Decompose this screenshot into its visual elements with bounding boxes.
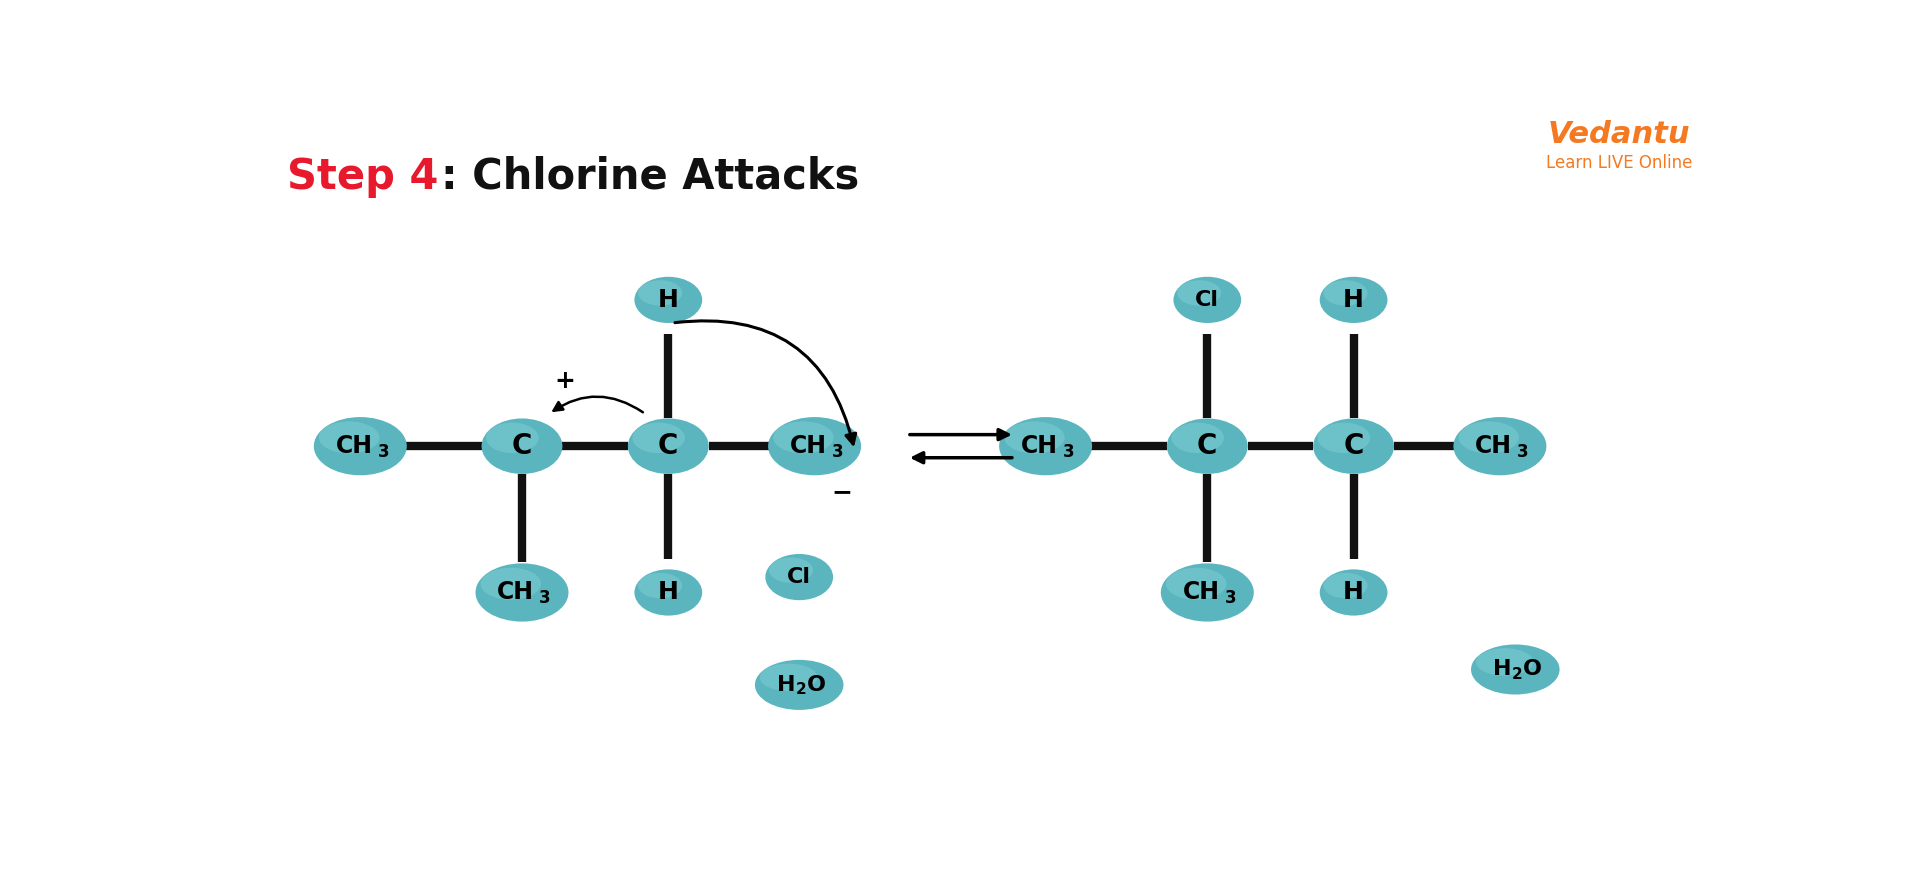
Ellipse shape: [634, 277, 703, 323]
Ellipse shape: [319, 422, 380, 453]
Text: +: +: [553, 369, 574, 392]
Ellipse shape: [1313, 418, 1394, 474]
Ellipse shape: [1167, 418, 1248, 474]
Text: C: C: [513, 432, 532, 460]
Text: : Chlorine Attacks: : Chlorine Attacks: [442, 156, 860, 198]
Text: H: H: [659, 288, 680, 312]
Text: Step 4: Step 4: [288, 156, 438, 198]
Text: CH: CH: [336, 434, 372, 458]
Ellipse shape: [313, 417, 407, 475]
Ellipse shape: [1471, 645, 1559, 694]
Text: O: O: [1523, 660, 1542, 679]
Text: 3: 3: [1225, 589, 1236, 607]
Text: H: H: [1494, 660, 1511, 679]
Text: 2: 2: [797, 682, 806, 697]
Text: Vedantu: Vedantu: [1548, 120, 1692, 149]
Ellipse shape: [768, 417, 860, 475]
Ellipse shape: [1459, 422, 1519, 453]
Ellipse shape: [1173, 277, 1240, 323]
Ellipse shape: [637, 280, 682, 306]
Ellipse shape: [637, 572, 682, 598]
Text: H: H: [1344, 580, 1363, 604]
Ellipse shape: [1323, 280, 1367, 306]
Text: H: H: [778, 675, 795, 695]
Text: 3: 3: [540, 589, 551, 607]
Ellipse shape: [1453, 417, 1546, 475]
Text: Cl: Cl: [1196, 290, 1219, 310]
Ellipse shape: [1319, 277, 1388, 323]
Ellipse shape: [634, 570, 703, 616]
Text: 3: 3: [1064, 443, 1075, 460]
Ellipse shape: [770, 557, 812, 583]
Text: 3: 3: [831, 443, 843, 460]
Ellipse shape: [482, 418, 563, 474]
Text: −: −: [831, 481, 852, 505]
Ellipse shape: [998, 417, 1092, 475]
Text: Cl: Cl: [787, 567, 812, 587]
Ellipse shape: [1162, 564, 1254, 622]
Ellipse shape: [628, 418, 708, 474]
Ellipse shape: [476, 564, 568, 622]
Ellipse shape: [766, 554, 833, 600]
Ellipse shape: [632, 422, 685, 453]
Ellipse shape: [486, 422, 540, 453]
Ellipse shape: [1177, 280, 1221, 306]
Text: CH: CH: [789, 434, 828, 458]
Text: C: C: [659, 432, 678, 460]
Text: O: O: [806, 675, 826, 695]
Ellipse shape: [760, 663, 818, 691]
Text: CH: CH: [1021, 434, 1058, 458]
Text: 3: 3: [1517, 443, 1528, 460]
Ellipse shape: [1004, 422, 1066, 453]
Text: H: H: [659, 580, 680, 604]
Ellipse shape: [1317, 422, 1371, 453]
Text: C: C: [1196, 432, 1217, 460]
Ellipse shape: [480, 568, 541, 600]
Text: H: H: [1344, 288, 1363, 312]
Text: 2: 2: [1513, 667, 1523, 682]
Ellipse shape: [1319, 570, 1388, 616]
Ellipse shape: [1323, 572, 1367, 598]
Text: C: C: [1344, 432, 1363, 460]
Ellipse shape: [1171, 422, 1223, 453]
Ellipse shape: [755, 660, 843, 710]
Text: Learn LIVE Online: Learn LIVE Online: [1546, 153, 1692, 172]
Ellipse shape: [1165, 568, 1227, 600]
Text: 3: 3: [378, 443, 390, 460]
Text: CH: CH: [497, 580, 534, 604]
Ellipse shape: [774, 422, 833, 453]
Text: CH: CH: [1475, 434, 1513, 458]
Text: CH: CH: [1183, 580, 1219, 604]
Ellipse shape: [1476, 648, 1534, 676]
